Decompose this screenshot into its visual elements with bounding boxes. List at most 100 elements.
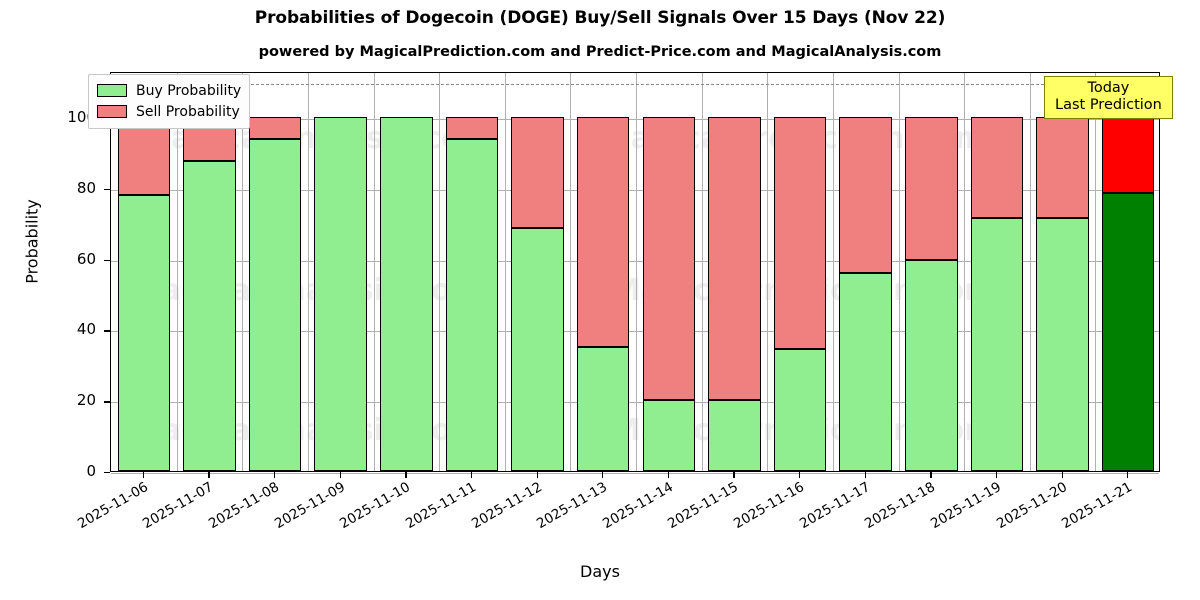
gridline-x-10 <box>767 73 769 471</box>
x-axis-tick-2025-11-18 <box>930 472 932 478</box>
gridline-x-8 <box>636 73 637 471</box>
bar-2025-11-16[interactable] <box>773 71 827 471</box>
x-axis-tick-2025-11-08 <box>274 472 276 478</box>
gridline-y-0 <box>111 473 1159 474</box>
bar-segment-sell <box>445 117 499 140</box>
legend-item-sell: Sell Probability <box>97 101 241 122</box>
legend-label-sell: Sell Probability <box>136 103 240 120</box>
x-axis-tick-2025-11-07 <box>208 472 210 478</box>
bar-segment-sell <box>576 117 630 348</box>
gridline-y-100 <box>111 119 1159 121</box>
gridline-y-60 <box>111 260 1159 262</box>
gridline-x-1 <box>176 73 178 471</box>
plot-area: MagicalAnalysis.comMagicalPrediction.com… <box>110 71 1160 474</box>
bar-segment-sell <box>117 117 171 195</box>
bar-segment-sell <box>1101 117 1155 193</box>
x-axis-tick-2025-11-20 <box>1061 472 1063 478</box>
y-axis-tick-60 <box>104 259 110 261</box>
x-axis-tick-2025-11-11 <box>470 472 473 478</box>
today-label-line2: Last Prediction <box>1055 97 1162 113</box>
bar-segment-buy <box>117 194 171 471</box>
x-axis-tick-2025-11-15 <box>733 472 735 478</box>
legend-swatch-buy-icon <box>97 84 127 97</box>
bar-2025-11-08[interactable] <box>248 71 302 471</box>
legend-item-buy: Buy Probability <box>97 80 241 101</box>
bar-segment-buy <box>1101 192 1155 471</box>
bar-2025-11-21[interactable] <box>1101 71 1155 471</box>
bar-segment-buy <box>380 117 433 471</box>
gridline-x-7 <box>570 73 572 471</box>
bar-segment-buy <box>708 400 761 471</box>
bar-segment-buy <box>970 218 1024 471</box>
y-axis-tick-20 <box>104 401 110 403</box>
gridline-x-4 <box>373 73 375 471</box>
bar-segment-sell <box>970 117 1024 219</box>
x-axis-tick-2025-11-21 <box>1127 472 1129 478</box>
x-axis-tick-2025-11-06 <box>142 472 145 478</box>
bar-2025-11-17[interactable] <box>839 71 892 471</box>
bar-segment-buy <box>773 348 827 471</box>
bar-segment-buy <box>576 347 630 471</box>
gridline-x-5 <box>439 73 441 471</box>
gridline-y-40 <box>111 331 1159 333</box>
bar-segment-buy <box>511 227 564 471</box>
legend-label-buy: Buy Probability <box>136 82 242 99</box>
bar-segment-sell <box>511 117 564 228</box>
today-annotation: Today Last Prediction <box>1044 76 1173 119</box>
y-axis-title: Probability <box>22 199 42 284</box>
x-axis-title: Days <box>580 562 620 581</box>
x-axis-tick-2025-11-14 <box>667 472 670 478</box>
bar-segment-sell <box>642 117 696 401</box>
bar-segment-sell <box>839 117 892 273</box>
gridline-y-80 <box>111 189 1159 191</box>
chart-title: Probabilities of Dogecoin (DOGE) Buy/Sel… <box>254 8 946 28</box>
bar-segment-sell <box>248 117 302 140</box>
bar-2025-11-10[interactable] <box>380 71 433 471</box>
bar-segment-buy <box>839 272 892 471</box>
gridline-x-14 <box>1029 73 1031 471</box>
y-axis-tick-40 <box>104 330 110 332</box>
today-label-line1: Today <box>1087 80 1130 96</box>
chart-legend: Buy Probability Sell Probability <box>88 74 251 129</box>
bar-2025-11-13[interactable] <box>576 71 630 471</box>
gridline-x-3 <box>307 73 309 471</box>
chart-subtitle: powered by MagicalPrediction.com and Pre… <box>258 44 942 60</box>
bar-2025-11-18[interactable] <box>905 71 958 471</box>
bar-segment-buy <box>1036 218 1089 471</box>
x-axis-tick-2025-11-16 <box>799 472 801 478</box>
gridline-x-11 <box>832 73 834 471</box>
bar-segment-sell <box>708 117 761 401</box>
y-axis-tick-label-60: 60 <box>76 249 96 268</box>
bar-2025-11-15[interactable] <box>708 71 761 471</box>
bar-2025-11-06[interactable] <box>117 71 171 471</box>
y-axis-tick-80 <box>104 188 110 191</box>
bar-segment-buy <box>642 400 696 471</box>
bar-2025-11-07[interactable] <box>183 71 236 471</box>
bar-segment-buy <box>445 139 499 471</box>
x-axis-tick-2025-11-19 <box>995 472 998 478</box>
gridline-x-2 <box>242 73 244 471</box>
gridline-x-12 <box>898 73 900 471</box>
x-axis-tick-2025-11-17 <box>864 472 866 478</box>
bar-segment-buy <box>905 260 958 471</box>
x-axis-tick-2025-11-12 <box>536 472 538 478</box>
y-axis-tick-0 <box>104 472 110 474</box>
bar-segment-buy <box>248 139 302 471</box>
bar-segment-sell <box>905 117 958 261</box>
bar-2025-11-12[interactable] <box>511 71 564 471</box>
gridline-x-9 <box>701 73 703 471</box>
bar-segment-buy <box>183 161 236 471</box>
y-axis-tick-label-80: 80 <box>76 178 96 197</box>
bar-2025-11-14[interactable] <box>642 71 696 471</box>
gridline-x-15 <box>1095 73 1097 471</box>
bar-segment-buy <box>314 117 367 471</box>
y-axis-tick-label-100: 100 <box>67 108 96 127</box>
bar-2025-11-20[interactable] <box>1036 71 1089 471</box>
bar-2025-11-19[interactable] <box>970 71 1024 471</box>
bar-segment-sell <box>773 117 827 349</box>
bar-2025-11-09[interactable] <box>314 71 367 471</box>
x-axis-tick-2025-11-10 <box>405 472 407 478</box>
x-axis-tick-2025-11-13 <box>602 472 604 478</box>
bar-2025-11-11[interactable] <box>445 71 499 471</box>
bar-segment-sell <box>1036 117 1089 219</box>
